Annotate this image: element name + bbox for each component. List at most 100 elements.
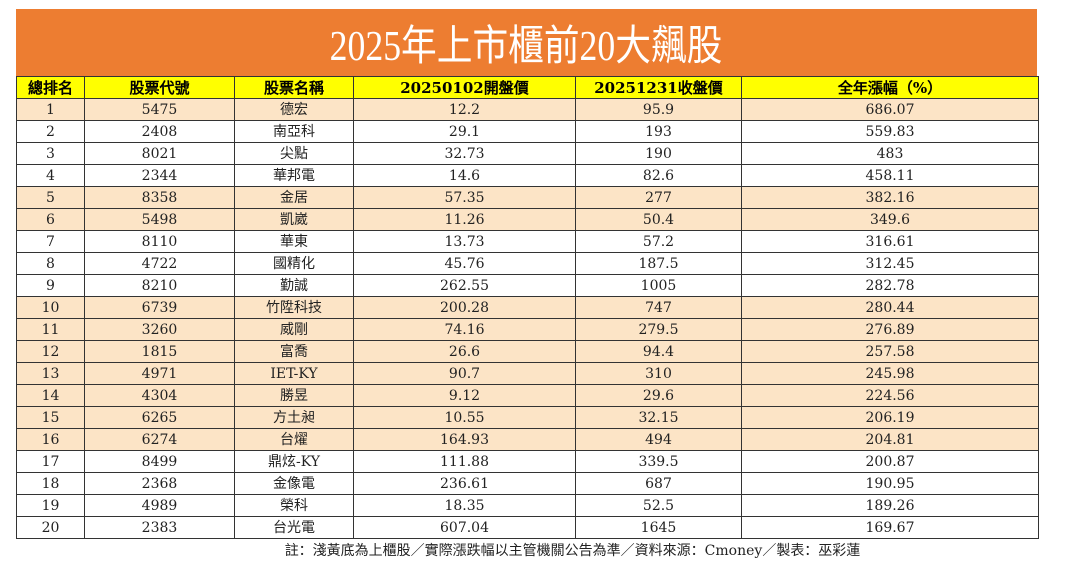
- open-price-cell: 236.61: [353, 472, 576, 495]
- name-cell: 富喬: [234, 340, 354, 363]
- code-cell: 3260: [84, 318, 235, 341]
- gain-cell: 483: [741, 142, 1039, 165]
- close-price-cell: 277: [575, 186, 742, 209]
- close-price-cell: 279.5: [575, 318, 742, 341]
- name-cell: 金居: [234, 186, 354, 209]
- table-row: 20 2383 台光電 607.04 1645 169.67: [16, 516, 1039, 539]
- gain-cell: 276.89: [741, 318, 1039, 341]
- gain-cell: 206.19: [741, 406, 1039, 429]
- gain-cell: 280.44: [741, 296, 1039, 319]
- name-cell: 華邦電: [234, 164, 354, 187]
- table-row: 4 2344 華邦電 14.6 82.6 458.11: [16, 164, 1039, 187]
- code-cell: 4989: [84, 494, 235, 517]
- rank-cell: 9: [16, 274, 85, 297]
- rank-cell: 16: [16, 428, 85, 451]
- name-cell: 勤誠: [234, 274, 354, 297]
- close-price-cell: 94.4: [575, 340, 742, 363]
- stock-table: 總排名 股票代號 股票名稱 20250102開盤價 20251231收盤價 全年…: [16, 76, 1039, 539]
- rank-cell: 19: [16, 494, 85, 517]
- code-cell: 8210: [84, 274, 235, 297]
- rank-cell: 3: [16, 142, 85, 165]
- close-price-cell: 1645: [575, 516, 742, 539]
- code-cell: 4722: [84, 252, 235, 275]
- open-price-cell: 200.28: [353, 296, 576, 319]
- gain-cell: 224.56: [741, 384, 1039, 407]
- gain-cell: 200.87: [741, 450, 1039, 473]
- rank-cell: 5: [16, 186, 85, 209]
- code-cell: 5475: [84, 98, 235, 121]
- close-price-cell: 747: [575, 296, 742, 319]
- rank-cell: 7: [16, 230, 85, 253]
- header-row: 總排名 股票代號 股票名稱 20250102開盤價 20251231收盤價 全年…: [16, 76, 1039, 99]
- table-row: 7 8110 華東 13.73 57.2 316.61: [16, 230, 1039, 253]
- gain-cell: 282.78: [741, 274, 1039, 297]
- open-price-cell: 607.04: [353, 516, 576, 539]
- gain-cell: 686.07: [741, 98, 1039, 121]
- gain-cell: 312.45: [741, 252, 1039, 275]
- name-cell: 榮科: [234, 494, 354, 517]
- column-header-rank: 總排名: [16, 76, 85, 99]
- open-price-cell: 262.55: [353, 274, 576, 297]
- close-price-cell: 187.5: [575, 252, 742, 275]
- table-row: 17 8499 鼎炫-KY 111.88 339.5 200.87: [16, 450, 1039, 473]
- code-cell: 4971: [84, 362, 235, 385]
- table-row: 14 4304 勝昱 9.12 29.6 224.56: [16, 384, 1039, 407]
- name-cell: 華東: [234, 230, 354, 253]
- name-cell: IET-KY: [234, 362, 354, 385]
- open-price-cell: 32.73: [353, 142, 576, 165]
- page-title: 2025年上市櫃前20大飆股: [330, 24, 723, 70]
- table-row: 5 8358 金居 57.35 277 382.16: [16, 186, 1039, 209]
- gain-cell: 189.26: [741, 494, 1039, 517]
- gain-cell: 204.81: [741, 428, 1039, 451]
- rank-cell: 12: [16, 340, 85, 363]
- gain-cell: 316.61: [741, 230, 1039, 253]
- name-cell: 威剛: [234, 318, 354, 341]
- column-header-open: 20250102開盤價: [353, 76, 576, 99]
- open-price-cell: 14.6: [353, 164, 576, 187]
- table-row: 3 8021 尖點 32.73 190 483: [16, 142, 1039, 165]
- table-row: 8 4722 國精化 45.76 187.5 312.45: [16, 252, 1039, 275]
- rank-cell: 11: [16, 318, 85, 341]
- table-row: 18 2368 金像電 236.61 687 190.95: [16, 472, 1039, 495]
- name-cell: 台光電: [234, 516, 354, 539]
- table-row: 13 4971 IET-KY 90.7 310 245.98: [16, 362, 1039, 385]
- close-price-cell: 310: [575, 362, 742, 385]
- open-price-cell: 29.1: [353, 120, 576, 143]
- table-row: 6 5498 凱崴 11.26 50.4 349.6: [16, 208, 1039, 231]
- rank-cell: 14: [16, 384, 85, 407]
- close-price-cell: 190: [575, 142, 742, 165]
- gain-cell: 257.58: [741, 340, 1039, 363]
- open-price-cell: 57.35: [353, 186, 576, 209]
- code-cell: 2344: [84, 164, 235, 187]
- close-price-cell: 50.4: [575, 208, 742, 231]
- code-cell: 8110: [84, 230, 235, 253]
- column-header-name: 股票名稱: [234, 76, 354, 99]
- rank-cell: 4: [16, 164, 85, 187]
- close-price-cell: 339.5: [575, 450, 742, 473]
- close-price-cell: 95.9: [575, 98, 742, 121]
- rank-cell: 10: [16, 296, 85, 319]
- table-row: 2 2408 南亞科 29.1 193 559.83: [16, 120, 1039, 143]
- name-cell: 金像電: [234, 472, 354, 495]
- close-price-cell: 29.6: [575, 384, 742, 407]
- open-price-cell: 74.16: [353, 318, 576, 341]
- name-cell: 國精化: [234, 252, 354, 275]
- close-price-cell: 57.2: [575, 230, 742, 253]
- open-price-cell: 45.76: [353, 252, 576, 275]
- table-row: 15 6265 方土昶 10.55 32.15 206.19: [16, 406, 1039, 429]
- gain-cell: 559.83: [741, 120, 1039, 143]
- open-price-cell: 18.35: [353, 494, 576, 517]
- rank-cell: 6: [16, 208, 85, 231]
- open-price-cell: 12.2: [353, 98, 576, 121]
- gain-cell: 169.67: [741, 516, 1039, 539]
- open-price-cell: 164.93: [353, 428, 576, 451]
- close-price-cell: 494: [575, 428, 742, 451]
- name-cell: 方土昶: [234, 406, 354, 429]
- open-price-cell: 111.88: [353, 450, 576, 473]
- name-cell: 鼎炫-KY: [234, 450, 354, 473]
- gain-cell: 349.6: [741, 208, 1039, 231]
- open-price-cell: 13.73: [353, 230, 576, 253]
- footnote: 註：淺黃底為上櫃股／實際漲跌幅以主管機關公告為準／資料來源：Cmoney／製表：…: [284, 543, 861, 559]
- table-row: 1 5475 德宏 12.2 95.9 686.07: [16, 98, 1039, 121]
- title-banner: 2025年上市櫃前20大飆股: [16, 9, 1037, 76]
